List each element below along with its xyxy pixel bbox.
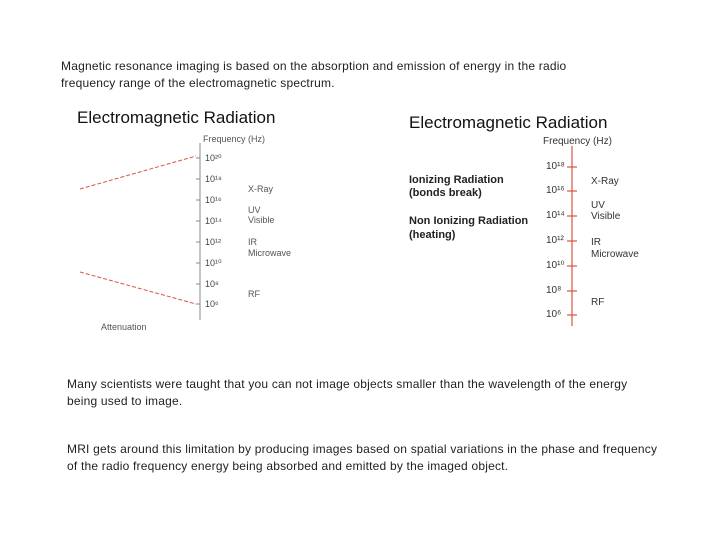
left-band-ir: IR [248,237,257,247]
left-axis-ticks [196,157,200,305]
left-tick-6: 10⁸ [205,279,219,289]
left-band-xray: X-Ray [248,184,274,194]
wavelength-paragraph: Many scientists were taught that you can… [67,377,628,408]
right-axis-ticks [567,166,577,316]
non-ionizing-label: Non Ionizing Radiation [409,215,529,227]
left-band-visible: Visible [248,215,275,225]
right-tick-2: 10¹⁴ [546,210,565,221]
left-tick-5: 10¹⁰ [205,258,222,268]
left-tick-1: 10¹⁸ [205,174,222,184]
ionizing-label: Ionizing Radiation [409,174,504,186]
right-axis-label: Frequency (Hz) [543,136,612,147]
right-figure-title: Electromagnetic Radiation [409,113,608,132]
intro-paragraph: Magnetic resonance imaging is based on t… [61,59,567,90]
left-band-uv: UV [248,205,261,215]
left-band-microwave: Microwave [248,248,292,258]
right-tick-0: 10¹⁸ [546,161,565,172]
right-band-xray: X-Ray [591,176,619,187]
left-tick-2: 10¹⁶ [205,195,222,205]
left-tick-3: 10¹⁴ [205,216,222,226]
left-bottom-label: Attenuation [101,322,147,332]
left-tick-0: 10²⁰ [205,153,222,163]
right-band-uv: UV [591,200,605,211]
ionizing-sublabel: (bonds break) [409,187,482,199]
left-band-rf: RF [248,289,260,299]
left-tick-7: 10⁶ [205,299,219,309]
right-tick-1: 10¹⁶ [546,185,565,196]
attenuation-curve-upper [79,155,197,190]
right-band-ir: IR [591,237,601,248]
right-tick-5: 10⁸ [546,285,562,296]
attenuation-curve-lower [79,271,197,305]
right-tick-4: 10¹⁰ [546,260,565,271]
non-ionizing-sublabel: (heating) [409,229,456,241]
left-tick-4: 10¹² [205,237,222,247]
right-band-rf: RF [591,297,605,308]
right-tick-6: 10⁶ [546,309,562,320]
right-band-visible: Visible [591,211,621,222]
left-axis-label: Frequency (Hz) [203,134,266,144]
mri-paragraph: MRI gets around this limitation by produ… [67,442,658,473]
left-figure-title: Electromagnetic Radiation [77,108,276,127]
right-tick-3: 10¹² [546,235,564,246]
right-band-microwave: Microwave [591,249,639,260]
